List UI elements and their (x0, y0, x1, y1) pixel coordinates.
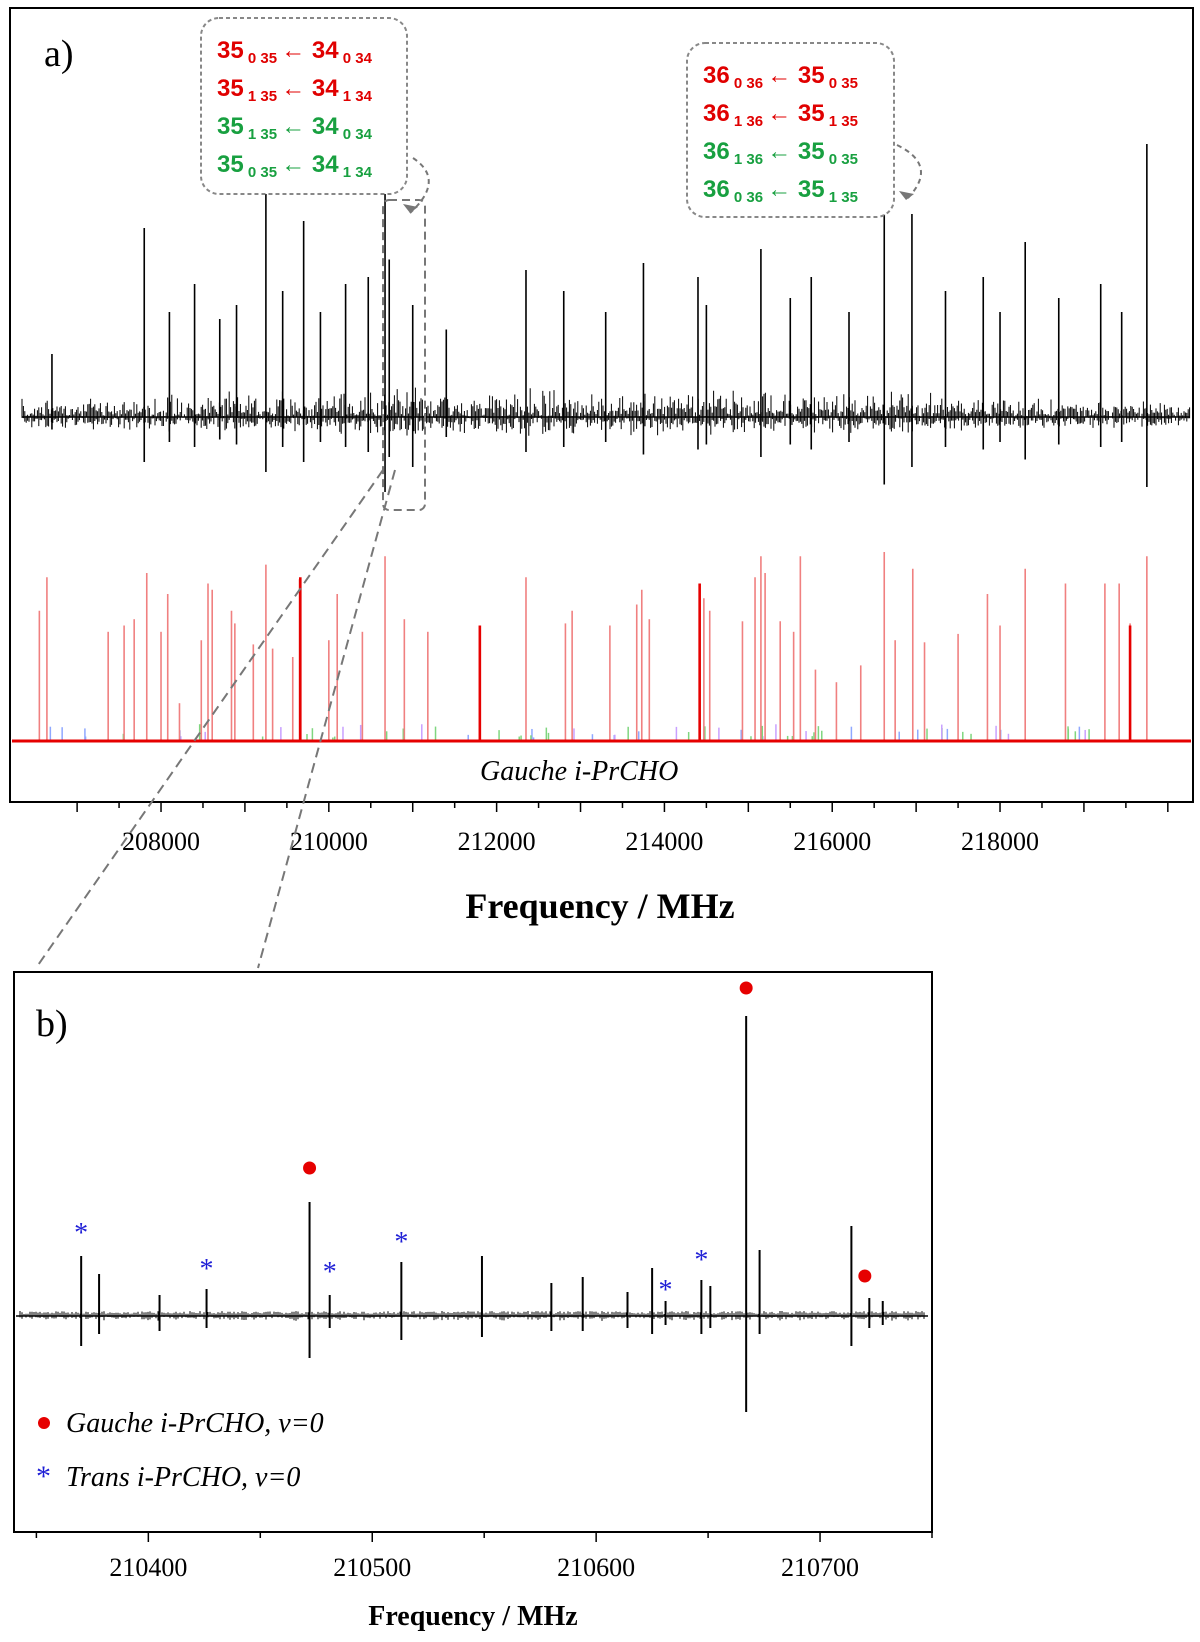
callout-box (200, 17, 408, 195)
trans-marker: * (200, 1254, 214, 1285)
panel-b-legend: Gauche i-PrCHO, v=0 * Trans i-PrCHO, v=0 (36, 1408, 324, 1493)
panel-a-x-axis: 208000 210000 212000 214000 216000 218000 (76, 802, 1169, 856)
panel-a-simulated-spectrum (12, 552, 1191, 743)
callout-arrowhead (403, 204, 418, 213)
callout-arrowhead (899, 191, 914, 200)
zoom-connector-left (35, 469, 384, 969)
callout-transition-label: 36 0 36 ← 35 0 35 (703, 62, 858, 92)
panel-a-x-tick-label: 214000 (625, 827, 703, 856)
zoom-window-box (382, 199, 426, 511)
panel-b-x-tick-label: 210500 (333, 1553, 411, 1582)
panel-b-x-tick-label: 210700 (781, 1553, 859, 1582)
callout-arrow (409, 157, 430, 214)
gauche-marker (739, 981, 753, 995)
legend-gauche-label: Gauche i-PrCHO, v=0 (66, 1408, 324, 1439)
trans-marker: * (394, 1227, 408, 1258)
panel-a-x-tick-label: 212000 (458, 827, 536, 856)
zoom-connector-right (257, 469, 396, 969)
callout-transition-label: 35 1 35 ← 34 0 34 (217, 113, 373, 143)
trans-marker: * (74, 1218, 88, 1249)
transition-callouts: 35 0 35 ← 34 0 34 35 1 35 ← 34 1 34 35 1 3… (200, 17, 922, 218)
panel-a-x-axis-title: Frequency / MHz (465, 886, 734, 926)
callout-transition-label: 35 1 35 ← 34 1 34 (217, 75, 373, 105)
panel-b-assignment-markers: * * * * * * (74, 981, 872, 1306)
callout-transition-label: 35 0 35 ← 34 0 34 (217, 37, 373, 67)
trans-marker: * (694, 1245, 708, 1276)
panel-a-simulated-label: Gauche i-PrCHO (480, 756, 678, 787)
trans-marker: * (659, 1275, 673, 1306)
panel-a-x-tick-label: 216000 (793, 827, 871, 856)
legend-trans-label: Trans i-PrCHO, v=0 (66, 1462, 300, 1493)
callout-transition-label: 36 1 36 ← 35 0 35 (703, 138, 858, 168)
panel-b-x-axis-title: Frequency / MHz (368, 1601, 577, 1632)
panel-b-observed-spectrum (16, 1016, 928, 1412)
panel-a-frame (9, 7, 1194, 803)
panel-a-observed-spectrum (21, 144, 1191, 492)
panel-b-label: b) (36, 1003, 68, 1045)
panel-a-x-tick-label: 208000 (122, 827, 200, 856)
panel-b-x-axis: 210400 210500 210600 210700 (35, 1532, 933, 1582)
legend-gauche-marker (38, 1417, 50, 1429)
callout-box (686, 42, 895, 218)
panel-b-x-tick-label: 210400 (109, 1553, 187, 1582)
panel-a-x-tick-label: 218000 (961, 827, 1039, 856)
panel-a-label: a) (44, 33, 74, 75)
panel-b-frame (13, 971, 933, 1533)
callout-transition-label: 35 0 35 ← 34 1 34 (217, 151, 373, 181)
legend-trans-marker: * (36, 1460, 51, 1493)
gauche-marker (303, 1161, 317, 1175)
panel-a-x-tick-label: 210000 (290, 827, 368, 856)
panel-b-x-tick-label: 210600 (557, 1553, 635, 1582)
trans-marker: * (323, 1257, 337, 1288)
gauche-marker (858, 1269, 872, 1283)
callout-transition-label: 36 0 36 ← 35 1 35 (703, 176, 858, 206)
callout-transition-label: 36 1 36 ← 35 1 35 (703, 100, 858, 130)
